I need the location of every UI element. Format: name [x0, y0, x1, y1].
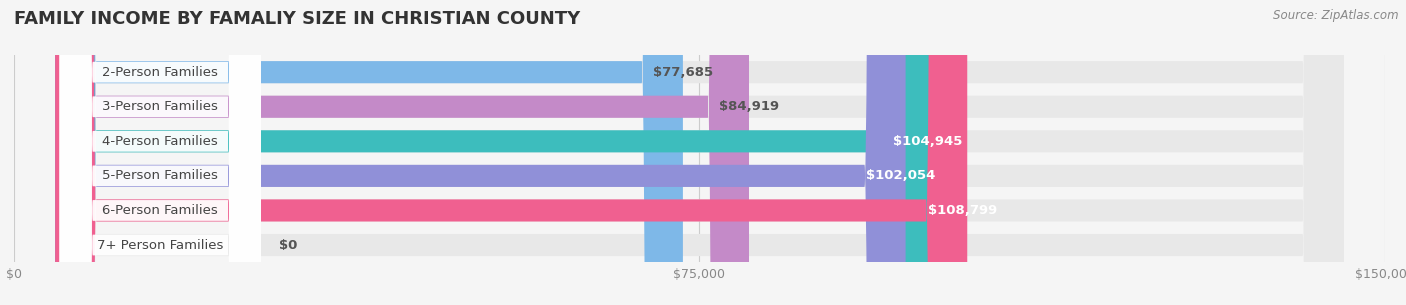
FancyBboxPatch shape [60, 0, 262, 305]
Text: 5-Person Families: 5-Person Families [103, 169, 218, 182]
FancyBboxPatch shape [55, 0, 1344, 305]
FancyBboxPatch shape [60, 0, 262, 305]
Text: 2-Person Families: 2-Person Families [103, 66, 218, 79]
Text: $0: $0 [280, 239, 298, 252]
FancyBboxPatch shape [60, 0, 262, 305]
Text: $108,799: $108,799 [928, 204, 997, 217]
Text: 3-Person Families: 3-Person Families [103, 100, 218, 113]
Text: 7+ Person Families: 7+ Person Families [97, 239, 224, 252]
Text: $77,685: $77,685 [652, 66, 713, 79]
FancyBboxPatch shape [60, 0, 262, 305]
FancyBboxPatch shape [55, 0, 1344, 305]
Text: $104,945: $104,945 [893, 135, 962, 148]
FancyBboxPatch shape [55, 0, 932, 305]
Text: $102,054: $102,054 [866, 169, 936, 182]
FancyBboxPatch shape [55, 0, 1344, 305]
FancyBboxPatch shape [60, 0, 262, 305]
FancyBboxPatch shape [55, 0, 749, 305]
Text: FAMILY INCOME BY FAMALIY SIZE IN CHRISTIAN COUNTY: FAMILY INCOME BY FAMALIY SIZE IN CHRISTI… [14, 10, 581, 28]
Text: $84,919: $84,919 [718, 100, 779, 113]
Text: Source: ZipAtlas.com: Source: ZipAtlas.com [1274, 9, 1399, 22]
Text: 6-Person Families: 6-Person Families [103, 204, 218, 217]
FancyBboxPatch shape [55, 0, 1344, 305]
FancyBboxPatch shape [55, 0, 1344, 305]
FancyBboxPatch shape [55, 0, 905, 305]
FancyBboxPatch shape [55, 0, 1344, 305]
FancyBboxPatch shape [55, 0, 967, 305]
Text: 4-Person Families: 4-Person Families [103, 135, 218, 148]
FancyBboxPatch shape [55, 0, 683, 305]
FancyBboxPatch shape [60, 0, 262, 305]
